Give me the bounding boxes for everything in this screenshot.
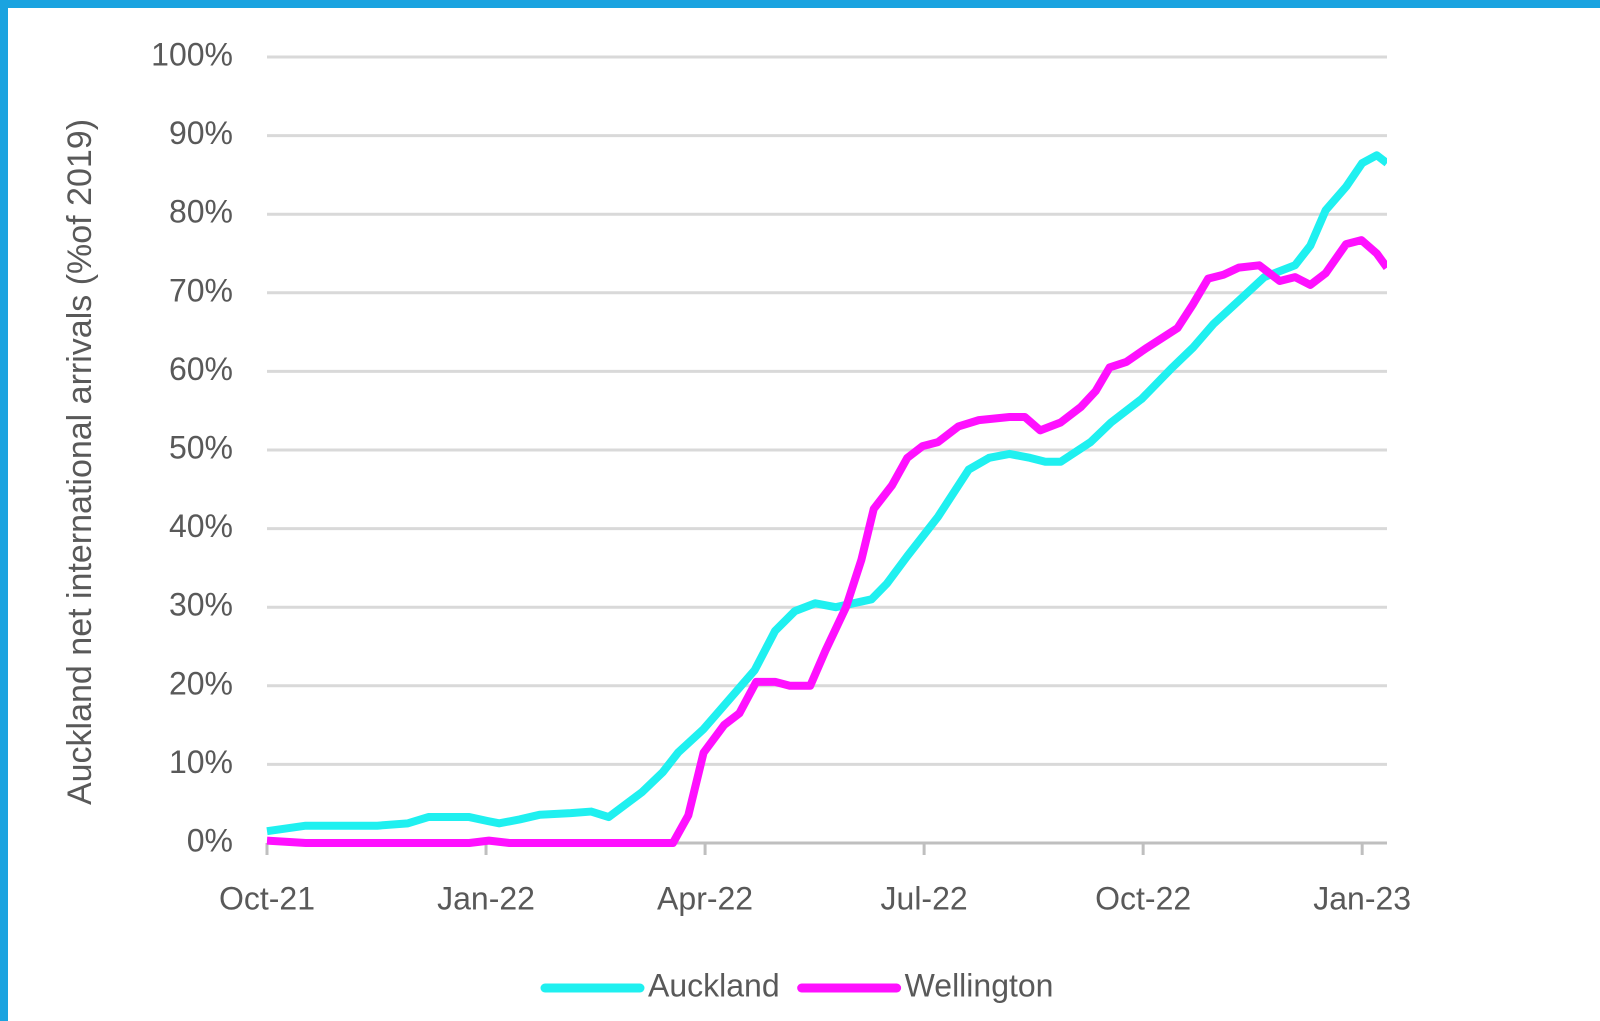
y-tick-label: 90% — [169, 115, 233, 151]
y-tick-label: 0% — [187, 822, 233, 858]
x-tick-label: Jul-22 — [881, 880, 968, 916]
y-tick-label: 40% — [169, 508, 233, 544]
series-line — [266, 236, 1391, 847]
plot-edge — [1387, 37, 1407, 833]
legend-label: Auckland — [648, 967, 780, 1003]
y-tick-label: 50% — [169, 429, 233, 465]
legend-label: Wellington — [905, 967, 1054, 1003]
x-tick-label: Oct-22 — [1095, 880, 1191, 916]
y-tick-label: 80% — [169, 194, 233, 230]
y-tick-label: 20% — [169, 665, 233, 701]
y-tick-label: 30% — [169, 587, 233, 623]
x-tick-label: Oct-21 — [219, 880, 315, 916]
x-tick-label: Apr-22 — [657, 880, 753, 916]
x-tick-label: Jan-23 — [1313, 880, 1411, 916]
x-tick-label: Jan-22 — [437, 880, 535, 916]
y-tick-label: 10% — [169, 744, 233, 780]
y-tick-label: 100% — [151, 36, 233, 72]
series-line — [266, 151, 1390, 836]
y-tick-label: 60% — [169, 351, 233, 387]
y-tick-label: 70% — [169, 272, 233, 308]
